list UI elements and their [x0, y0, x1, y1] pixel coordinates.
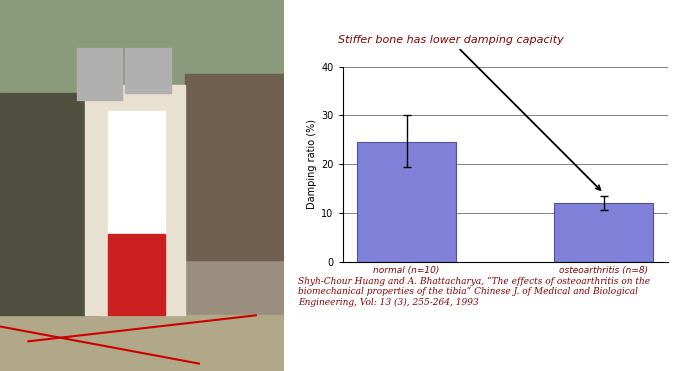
Bar [108, 234, 165, 315]
Y-axis label: Damping ratio (%): Damping ratio (%) [307, 119, 317, 209]
Bar [554, 203, 653, 262]
Bar [0, 0, 284, 93]
Bar [185, 74, 284, 260]
Text: Stiffer bone has lower damping capacity: Stiffer bone has lower damping capacity [338, 35, 600, 190]
Bar [77, 48, 122, 100]
Text: Shyh-Chour Huang and A. Bhattacharya, “The effects of osteoarthritis on the
biom: Shyh-Chour Huang and A. Bhattacharya, “T… [298, 276, 650, 307]
Bar [358, 142, 456, 262]
Bar [125, 48, 171, 93]
Bar [85, 85, 185, 315]
Bar [0, 315, 284, 371]
Bar [108, 111, 165, 241]
Bar [0, 93, 99, 315]
